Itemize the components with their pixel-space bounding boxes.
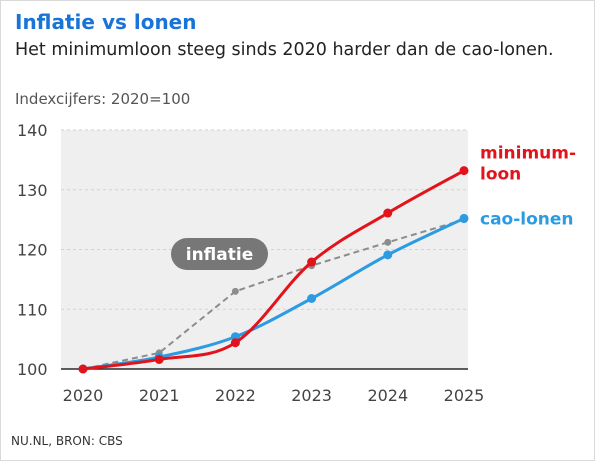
source-note: NU.NL, BRON: CBS <box>11 434 123 448</box>
y-tick-label: 120 <box>17 241 48 260</box>
series-label-inflatie: inflatie <box>171 238 268 270</box>
data-point-minimum-loon <box>383 208 393 218</box>
x-tick-label: 2021 <box>139 386 180 405</box>
chart-title: Inflatie vs lonen <box>15 10 197 34</box>
series-label-minimum-loon: loon <box>480 165 521 185</box>
data-point-minimum-loon <box>307 257 317 267</box>
data-point-inflatie <box>384 238 392 246</box>
label-bubble <box>171 238 268 270</box>
data-point-cao-lonen <box>459 213 469 223</box>
x-tick-label: 2025 <box>444 386 485 405</box>
x-tick-label: 2023 <box>291 386 332 405</box>
data-point-minimum-loon <box>78 364 88 374</box>
data-point-inflatie <box>231 287 239 295</box>
label-text: inflatie <box>186 245 254 265</box>
x-tick-label: 2024 <box>367 386 408 405</box>
x-tick-label: 2022 <box>215 386 256 405</box>
data-point-minimum-loon <box>154 354 164 364</box>
series-label-cao-lonen: cao-lonen <box>480 209 574 229</box>
series-line-inflatie <box>82 218 465 370</box>
y-tick-label: 130 <box>17 181 48 200</box>
unit-note: Indexcijfers: 2020=100 <box>15 90 191 108</box>
data-point-cao-lonen <box>307 293 317 303</box>
data-point-minimum-loon <box>230 338 240 348</box>
data-point-cao-lonen <box>383 250 393 260</box>
x-tick-label: 2020 <box>63 386 104 405</box>
y-tick-label: 100 <box>17 360 48 379</box>
chart-subtitle: Het minimumloon steeg sinds 2020 harder … <box>15 40 554 60</box>
y-tick-label: 140 <box>17 121 48 140</box>
y-tick-label: 110 <box>17 300 48 319</box>
series-label-minimum-loon: minimum- <box>480 144 576 164</box>
data-point-minimum-loon <box>459 166 469 176</box>
